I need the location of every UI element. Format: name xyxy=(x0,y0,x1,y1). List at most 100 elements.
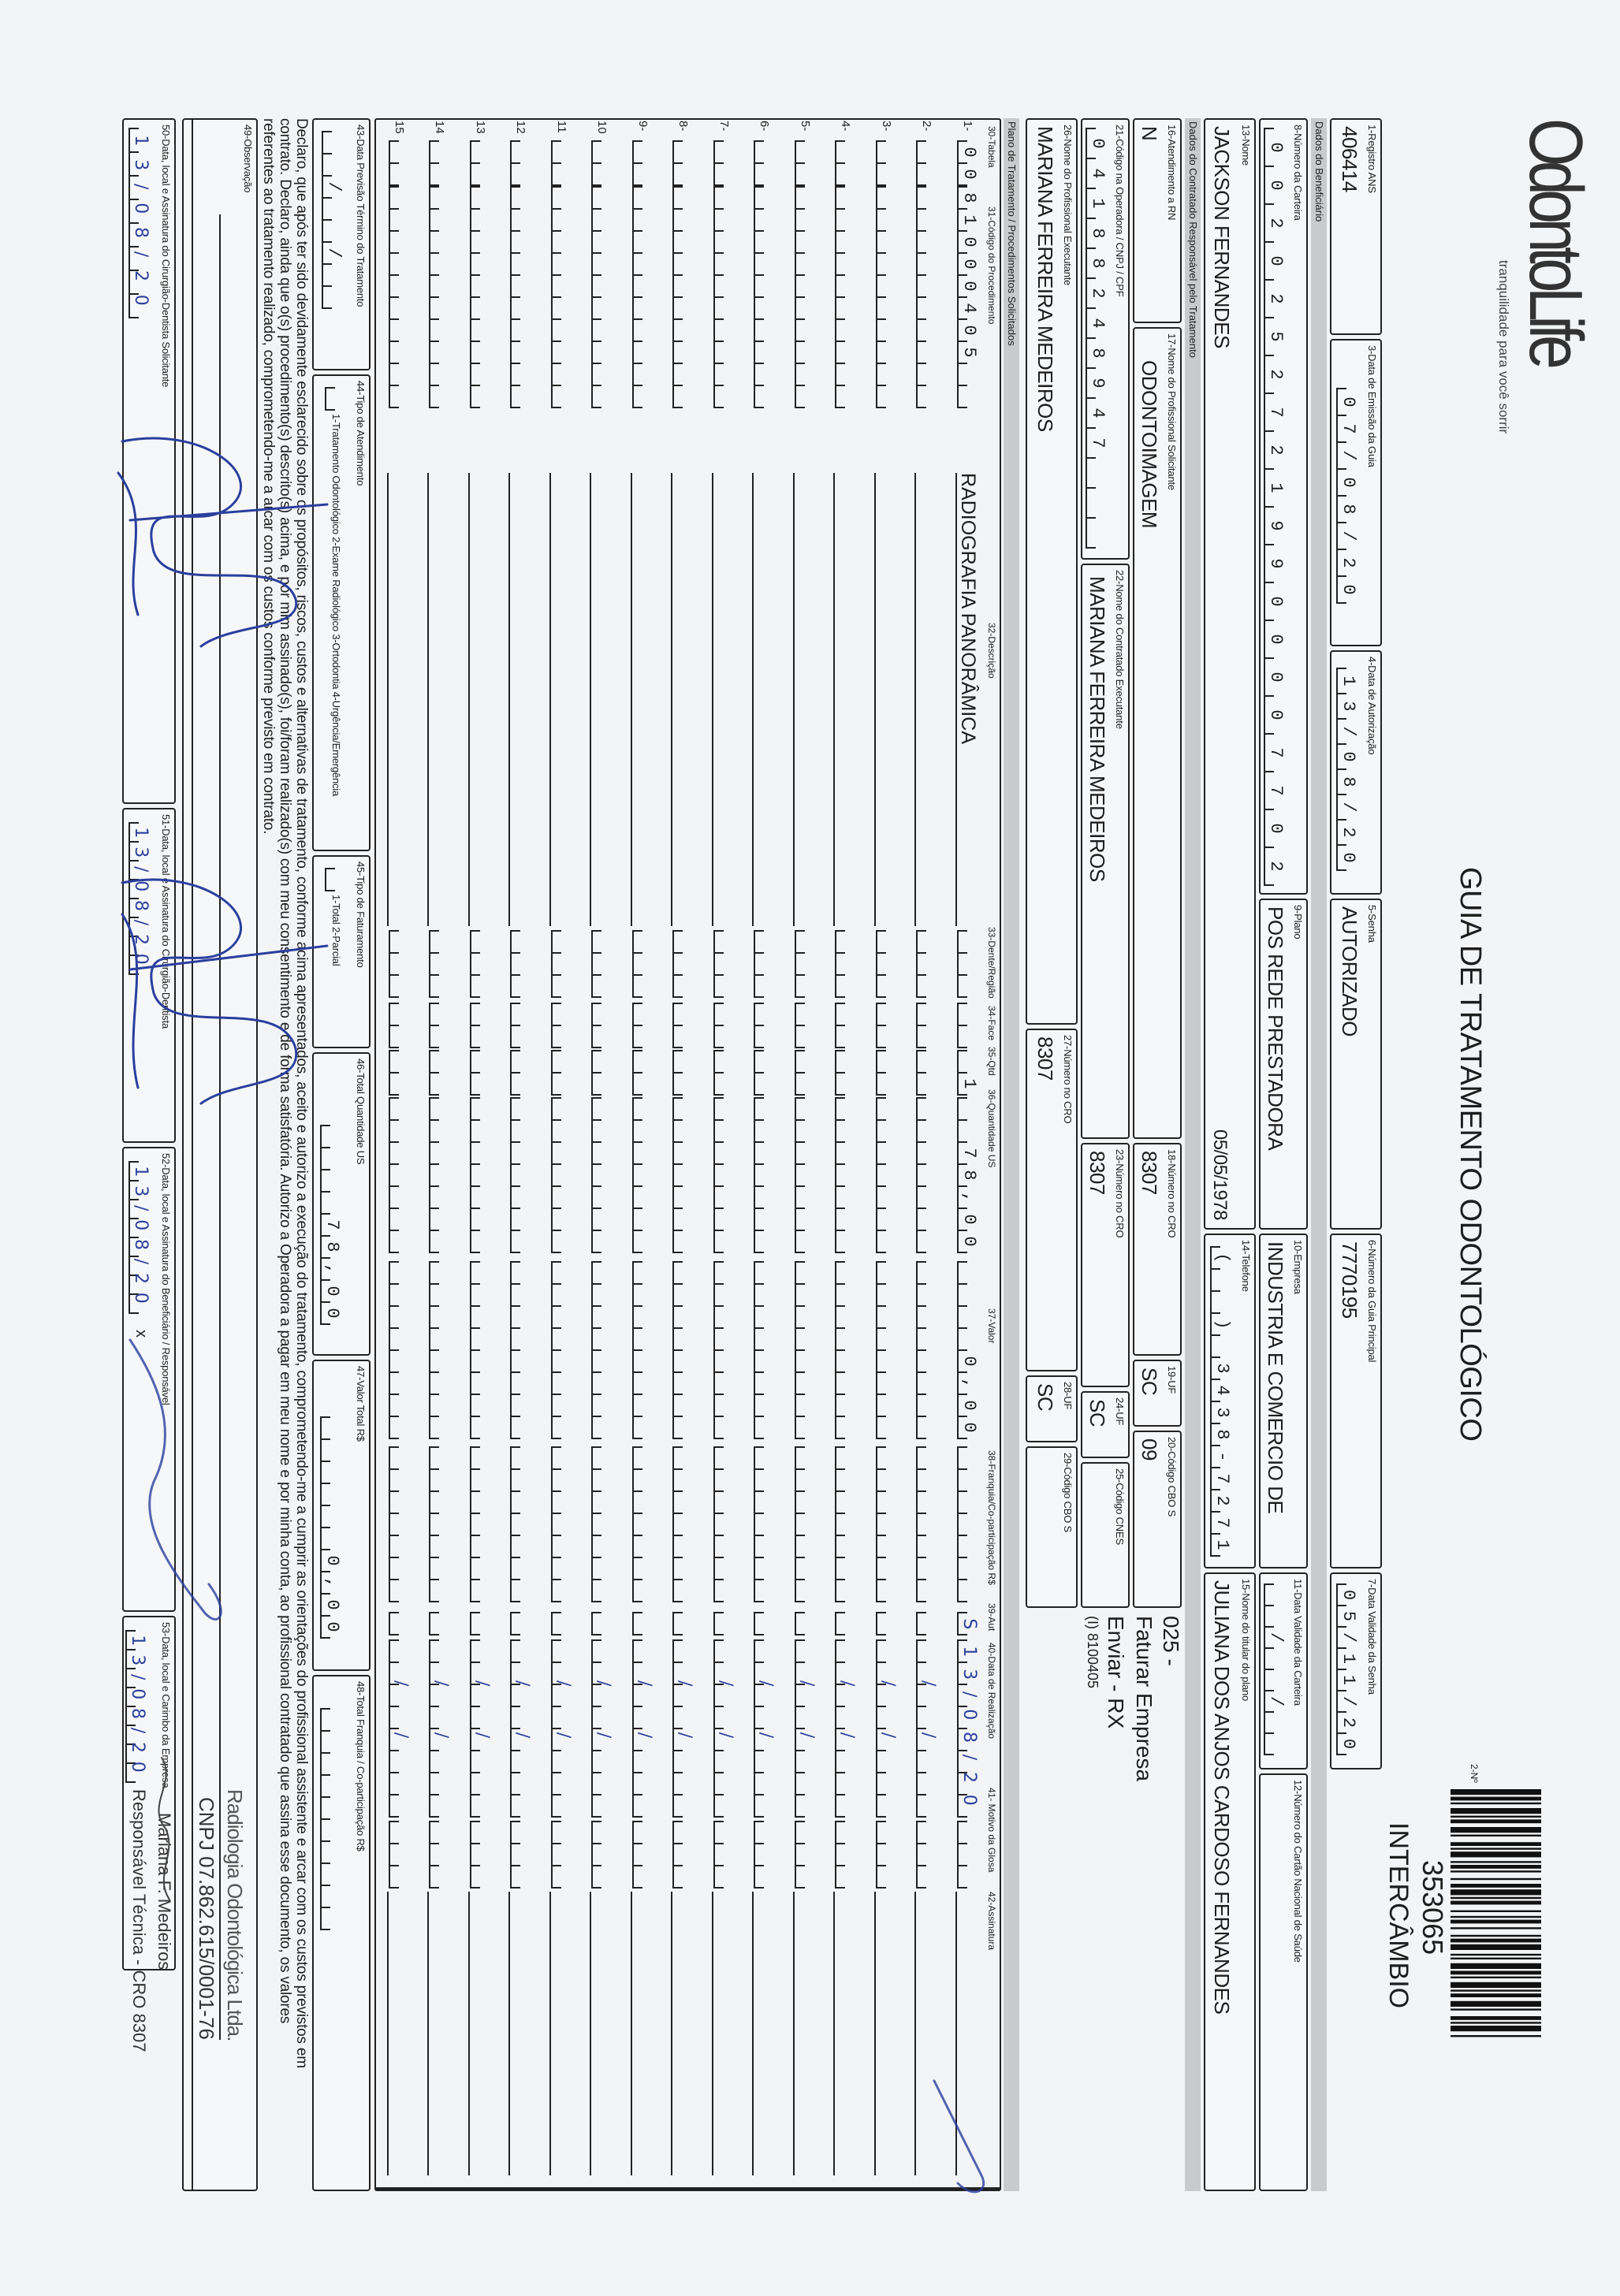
cell-data[interactable]: / / xyxy=(916,1639,937,1818)
cell-glosa[interactable] xyxy=(429,1821,450,1889)
value[interactable]: 8307 xyxy=(1033,1036,1057,1081)
cell-descricao[interactable] xyxy=(427,473,450,926)
cell-data[interactable]: / / xyxy=(713,1639,734,1818)
cell-qtd[interactable] xyxy=(835,1050,856,1096)
cell-valor[interactable] xyxy=(876,1261,896,1439)
cell-codigo[interactable] xyxy=(510,186,531,408)
cell-face[interactable] xyxy=(754,1003,775,1048)
cell-assinatura[interactable] xyxy=(671,1892,694,2175)
cell-descricao[interactable] xyxy=(874,473,896,926)
cell-assinatura[interactable] xyxy=(468,1892,490,2175)
cell-qtd[interactable] xyxy=(916,1050,937,1096)
cell-valor[interactable] xyxy=(632,1261,653,1439)
cell-aut[interactable] xyxy=(429,1612,450,1635)
value[interactable]: 13/08/20 xyxy=(128,822,149,975)
cell-tabela[interactable] xyxy=(795,140,815,186)
cell-descricao[interactable] xyxy=(752,473,775,926)
cell-aut[interactable] xyxy=(713,1612,734,1635)
cell-face[interactable] xyxy=(429,1003,450,1048)
cell-assinatura[interactable] xyxy=(955,1892,978,2175)
cell-assinatura[interactable] xyxy=(752,1892,775,2175)
cell-face[interactable] xyxy=(795,1003,815,1048)
cell-franquia[interactable] xyxy=(713,1446,734,1602)
cell-aut[interactable] xyxy=(916,1612,937,1635)
cell-qtd-us[interactable] xyxy=(591,1097,613,1253)
value[interactable]: 78,00 xyxy=(320,1125,341,1325)
cell-face[interactable] xyxy=(835,1003,856,1048)
cell-dente[interactable] xyxy=(754,930,775,998)
cell-face[interactable] xyxy=(876,1003,896,1048)
cell-descricao[interactable] xyxy=(671,473,694,926)
cell-qtd-us[interactable] xyxy=(876,1097,896,1253)
cell-assinatura[interactable] xyxy=(631,1892,653,2175)
cell-face[interactable] xyxy=(389,1003,409,1048)
cell-assinatura[interactable] xyxy=(387,1892,409,2175)
cell-qtd-us[interactable] xyxy=(632,1097,653,1253)
cell-face[interactable] xyxy=(672,1003,694,1048)
cell-valor[interactable] xyxy=(754,1261,775,1439)
cell-glosa[interactable] xyxy=(754,1821,775,1889)
value[interactable]: INDUSTRIA E COMERCIO DE xyxy=(1264,1241,1287,1514)
value[interactable]: JACKSON FERNANDES xyxy=(1210,126,1234,348)
cell-aut[interactable] xyxy=(551,1612,572,1635)
cell-assinatura[interactable] xyxy=(874,1892,896,2175)
cell-tabela[interactable] xyxy=(754,140,775,186)
cell-glosa[interactable] xyxy=(632,1821,653,1889)
cell-face[interactable] xyxy=(632,1003,653,1048)
cell-glosa[interactable] xyxy=(957,1821,978,1889)
cell-qtd-us[interactable] xyxy=(795,1097,815,1253)
cell-dente[interactable] xyxy=(713,930,734,998)
cell-aut[interactable] xyxy=(389,1612,409,1635)
value[interactable]: 13/08/20 xyxy=(1336,668,1357,871)
cell-data[interactable]: / / xyxy=(470,1639,490,1818)
cell-descricao[interactable] xyxy=(468,473,490,926)
cell-descricao[interactable] xyxy=(590,473,613,926)
cell-qtd[interactable] xyxy=(713,1050,734,1096)
value[interactable] xyxy=(325,387,345,411)
value[interactable]: MARIANA FERREIRA MEDEIROS xyxy=(1033,126,1057,432)
cell-codigo[interactable] xyxy=(632,186,653,408)
cell-qtd[interactable] xyxy=(632,1050,653,1096)
cell-codigo[interactable] xyxy=(470,186,490,408)
cell-glosa[interactable] xyxy=(795,1821,815,1889)
cell-data[interactable]: / / xyxy=(510,1639,531,1818)
cell-franquia[interactable] xyxy=(551,1446,572,1602)
cell-valor[interactable] xyxy=(470,1261,490,1439)
cell-glosa[interactable] xyxy=(551,1821,572,1889)
cell-glosa[interactable] xyxy=(713,1821,734,1889)
cell-franquia[interactable] xyxy=(835,1446,856,1602)
cell-data[interactable]: / / xyxy=(672,1639,694,1818)
cell-dente[interactable] xyxy=(551,930,572,998)
cell-codigo[interactable] xyxy=(876,186,896,408)
cell-codigo[interactable] xyxy=(429,186,450,408)
cell-franquia[interactable] xyxy=(470,1446,490,1602)
value[interactable]: JULIANA DOS ANJOS CARDOSO FERNANDES xyxy=(1210,1580,1234,2015)
cell-aut[interactable] xyxy=(835,1612,856,1635)
value[interactable]: 406414 xyxy=(1338,126,1361,192)
cell-dente[interactable] xyxy=(957,930,978,998)
cell-franquia[interactable] xyxy=(510,1446,531,1602)
cell-data[interactable]: 13/08/20 xyxy=(957,1639,978,1818)
cell-glosa[interactable] xyxy=(470,1821,490,1889)
cell-data[interactable]: / / xyxy=(551,1639,572,1818)
cell-assinatura[interactable] xyxy=(833,1892,856,2175)
cell-qtd[interactable] xyxy=(470,1050,490,1096)
cell-qtd[interactable] xyxy=(551,1050,572,1096)
value[interactable]: POS REDE PRESTADORA xyxy=(1264,906,1287,1151)
value[interactable]: 13/08/20 xyxy=(128,1161,149,1314)
value[interactable]: 09 xyxy=(1138,1438,1161,1461)
cell-tabela[interactable] xyxy=(429,140,450,186)
cell-qtd[interactable] xyxy=(389,1050,409,1096)
cell-tabela[interactable] xyxy=(632,140,653,186)
cell-face[interactable] xyxy=(591,1003,613,1048)
cell-assinatura[interactable] xyxy=(914,1892,937,2175)
cell-tabela[interactable]: 00 xyxy=(957,140,978,186)
value[interactable]: 8307 xyxy=(1138,1151,1161,1195)
cell-franquia[interactable] xyxy=(389,1446,409,1602)
cell-descricao[interactable] xyxy=(549,473,572,926)
cell-assinatura[interactable] xyxy=(793,1892,815,2175)
value[interactable]: MARIANA FERREIRA MEDEIROS xyxy=(1086,576,1109,882)
value[interactable]: 13/08/20 xyxy=(128,128,149,318)
cell-dente[interactable] xyxy=(470,930,490,998)
cell-assinatura[interactable] xyxy=(427,1892,450,2175)
